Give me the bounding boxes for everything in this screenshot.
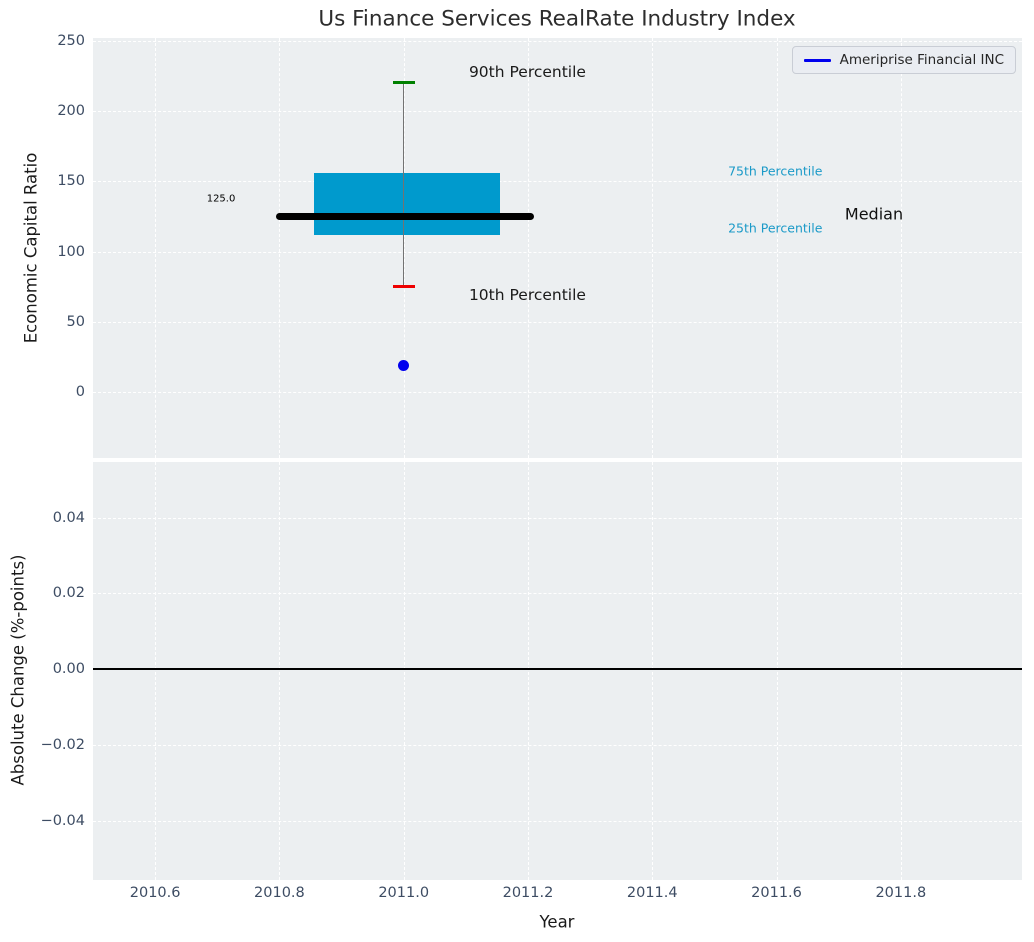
p10-label: 10th Percentile — [468, 286, 586, 305]
gridline-x-2011.4 — [652, 38, 654, 458]
p25-label: 25th Percentile — [728, 220, 823, 236]
gridline-x-2010.6 — [155, 38, 157, 458]
gridline-x-2011.8 — [900, 38, 902, 458]
gridline-y-−0.02 — [93, 744, 1022, 746]
median-label: Median — [844, 204, 904, 224]
iqr-box — [313, 172, 500, 235]
gridline-y-250 — [93, 40, 1022, 42]
xtick-2011.2: 2011.2 — [502, 885, 554, 901]
gridline-x-2010.8 — [279, 38, 281, 458]
legend-line-icon — [803, 58, 831, 62]
xtick-2011.6: 2011.6 — [751, 885, 802, 901]
ytick-200: 200 — [57, 103, 85, 120]
gridline-x-2011.2 — [527, 38, 529, 458]
p90-cap — [392, 81, 415, 85]
gridline-x-2011.2 — [527, 462, 529, 880]
p75-label: 75th Percentile — [728, 163, 823, 179]
gridline-x-2011.6 — [776, 462, 778, 880]
xtick-2011.8: 2011.8 — [875, 885, 927, 901]
ytick-0.00: 0.00 — [52, 661, 85, 678]
gridline-x-2011.8 — [900, 462, 902, 880]
gridline-y-0.02 — [93, 593, 1022, 595]
gridline-y-−0.04 — [93, 820, 1022, 822]
x-axis-label: Year — [539, 912, 575, 932]
ytick-50: 50 — [66, 313, 85, 330]
median-line — [276, 212, 535, 220]
gridline-y-200 — [93, 111, 1022, 113]
zero-line — [93, 668, 1022, 670]
ytick-150: 150 — [57, 173, 85, 190]
ytick-−0.04: −0.04 — [40, 812, 85, 829]
ytick-250: 250 — [57, 32, 85, 49]
gridline-y-0.04 — [93, 517, 1022, 519]
gridline-y-50 — [93, 321, 1022, 323]
ytick-−0.02: −0.02 — [40, 736, 85, 753]
p10-cap — [392, 285, 415, 289]
gridline-x-2010.6 — [155, 462, 157, 880]
gridline-x-2011.4 — [652, 462, 654, 880]
ytick-0.04: 0.04 — [52, 509, 85, 526]
gridline-x-2011.0 — [403, 462, 405, 880]
ytick-0: 0 — [75, 383, 85, 400]
chart-title: Us Finance Services RealRate Industry In… — [318, 6, 796, 32]
whisker-line — [402, 82, 405, 287]
ytick-100: 100 — [57, 243, 85, 260]
gridline-x-2011.6 — [776, 38, 778, 458]
ytick-0.02: 0.02 — [52, 585, 85, 602]
xtick-2010.8: 2010.8 — [254, 885, 305, 901]
xtick-2010.6: 2010.6 — [129, 885, 181, 901]
data-point-0 — [398, 359, 410, 371]
legend-label: Ameriprise Financial INC — [839, 52, 1004, 68]
xtick-2011.0: 2011.0 — [378, 885, 430, 901]
gridline-y-150 — [93, 181, 1022, 183]
median-value-label: 125.0 — [206, 193, 236, 205]
gridline-y-100 — [93, 251, 1022, 253]
p90-label: 90th Percentile — [468, 62, 586, 81]
xtick-2011.4: 2011.4 — [626, 885, 678, 901]
bottom-plot-area — [93, 462, 1022, 880]
top-plot-area: 90th Percentile 10th Percentile 125.0 75th … — [93, 38, 1022, 458]
legend: Ameriprise Financial INC — [791, 46, 1016, 74]
gridline-x-2010.8 — [279, 462, 281, 880]
gridline-y-0 — [93, 391, 1022, 393]
